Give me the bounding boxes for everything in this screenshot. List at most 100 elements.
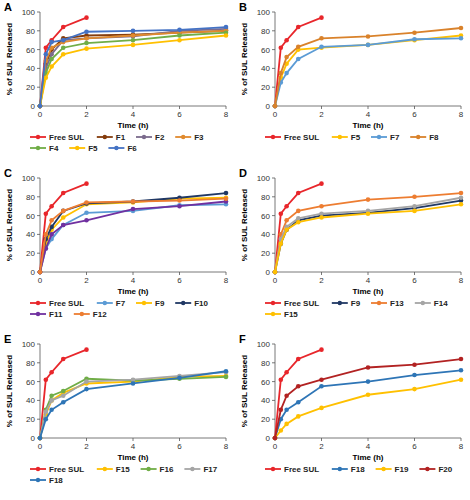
panel-label: C (4, 167, 12, 179)
y-tick (37, 196, 40, 197)
x-tick-label: 6 (412, 110, 417, 119)
marker (296, 44, 301, 49)
series-line (40, 371, 226, 438)
y-tick-label: 60 (261, 378, 270, 387)
marker (459, 195, 464, 200)
marker (38, 104, 43, 109)
legend-marker (36, 467, 40, 471)
marker (38, 270, 43, 275)
marker (61, 389, 66, 394)
legend-marker (103, 467, 107, 471)
marker (412, 373, 417, 378)
x-tick-label: 6 (177, 442, 182, 451)
x-tick (86, 272, 87, 275)
marker (319, 45, 324, 50)
marker (296, 191, 301, 196)
legend: Free SULF7F9F10F11F12 (30, 299, 209, 319)
y-axis-label: % of SUL Released (5, 189, 14, 261)
y-tick (272, 196, 275, 197)
marker (131, 38, 136, 43)
marker (177, 38, 182, 43)
legend-label: F9 (155, 299, 165, 308)
x-tick-label: 0 (273, 110, 278, 119)
legend-label: F19 (395, 465, 409, 474)
marker (49, 398, 54, 403)
marker (177, 198, 182, 203)
marker (412, 37, 417, 42)
y-tick (37, 178, 40, 179)
marker (319, 215, 324, 220)
marker (319, 181, 324, 186)
series-line (275, 28, 461, 106)
y-tick-label: 100 (257, 340, 271, 349)
plot-area (38, 181, 229, 274)
marker (177, 203, 182, 208)
y-tick (37, 30, 40, 31)
y-tick-label: 80 (26, 193, 35, 202)
marker (49, 218, 54, 223)
legend-label: F16 (160, 465, 174, 474)
marker (38, 270, 43, 275)
marker (273, 104, 278, 109)
x-tick-label: 4 (131, 276, 136, 285)
marker (131, 199, 136, 204)
x-tick (179, 272, 180, 275)
legend-marker (36, 135, 40, 139)
legend-label: F2 (155, 133, 165, 142)
marker (131, 381, 136, 386)
marker (279, 408, 284, 413)
legend-marker (103, 135, 107, 139)
series-line (40, 199, 226, 272)
x-tick-label: 4 (131, 110, 136, 119)
legend: Free SULF15F16F17F18 (30, 465, 218, 485)
x-tick-label: 2 (84, 442, 89, 451)
marker (224, 195, 229, 200)
legend-marker (75, 146, 79, 150)
y-axis (275, 344, 276, 438)
y-tick (37, 68, 40, 69)
y-axis (275, 12, 276, 106)
y-tick-label: 20 (261, 415, 270, 424)
y-tick (272, 362, 275, 363)
y-tick (37, 12, 40, 13)
legend-marker (425, 467, 429, 471)
marker (177, 375, 182, 380)
marker (84, 201, 89, 206)
x-axis-label: Time (h) (118, 453, 149, 462)
panel: F02040608010002468% of SUL ReleasedTime … (239, 333, 464, 474)
marker (412, 204, 417, 209)
marker (49, 370, 54, 375)
legend-marker (36, 301, 40, 305)
y-tick (272, 30, 275, 31)
series-line (40, 33, 226, 106)
legend-label: F8 (429, 133, 439, 142)
y-tick (37, 215, 40, 216)
series-line (275, 18, 322, 106)
figure: A02040608010002468% of SUL ReleasedTime … (0, 0, 470, 500)
marker (224, 369, 229, 374)
marker (38, 436, 43, 441)
series-line (275, 193, 461, 272)
series-line (275, 198, 461, 272)
x-tick (321, 106, 322, 109)
marker (61, 25, 66, 30)
marker (61, 45, 66, 50)
y-tick-label: 20 (26, 83, 35, 92)
marker (84, 36, 89, 41)
marker (296, 384, 301, 389)
x-tick-label: 4 (366, 442, 371, 451)
y-tick (272, 49, 275, 50)
marker (273, 104, 278, 109)
marker (224, 33, 229, 38)
marker (284, 71, 289, 76)
marker (296, 209, 301, 214)
legend-marker (338, 467, 342, 471)
marker (366, 43, 371, 48)
x-tick-label: 8 (459, 442, 464, 451)
marker (131, 200, 136, 205)
x-tick-label: 6 (412, 276, 417, 285)
series-line (275, 184, 322, 272)
x-tick-label: 4 (366, 276, 371, 285)
marker (319, 15, 324, 20)
marker (38, 270, 43, 275)
